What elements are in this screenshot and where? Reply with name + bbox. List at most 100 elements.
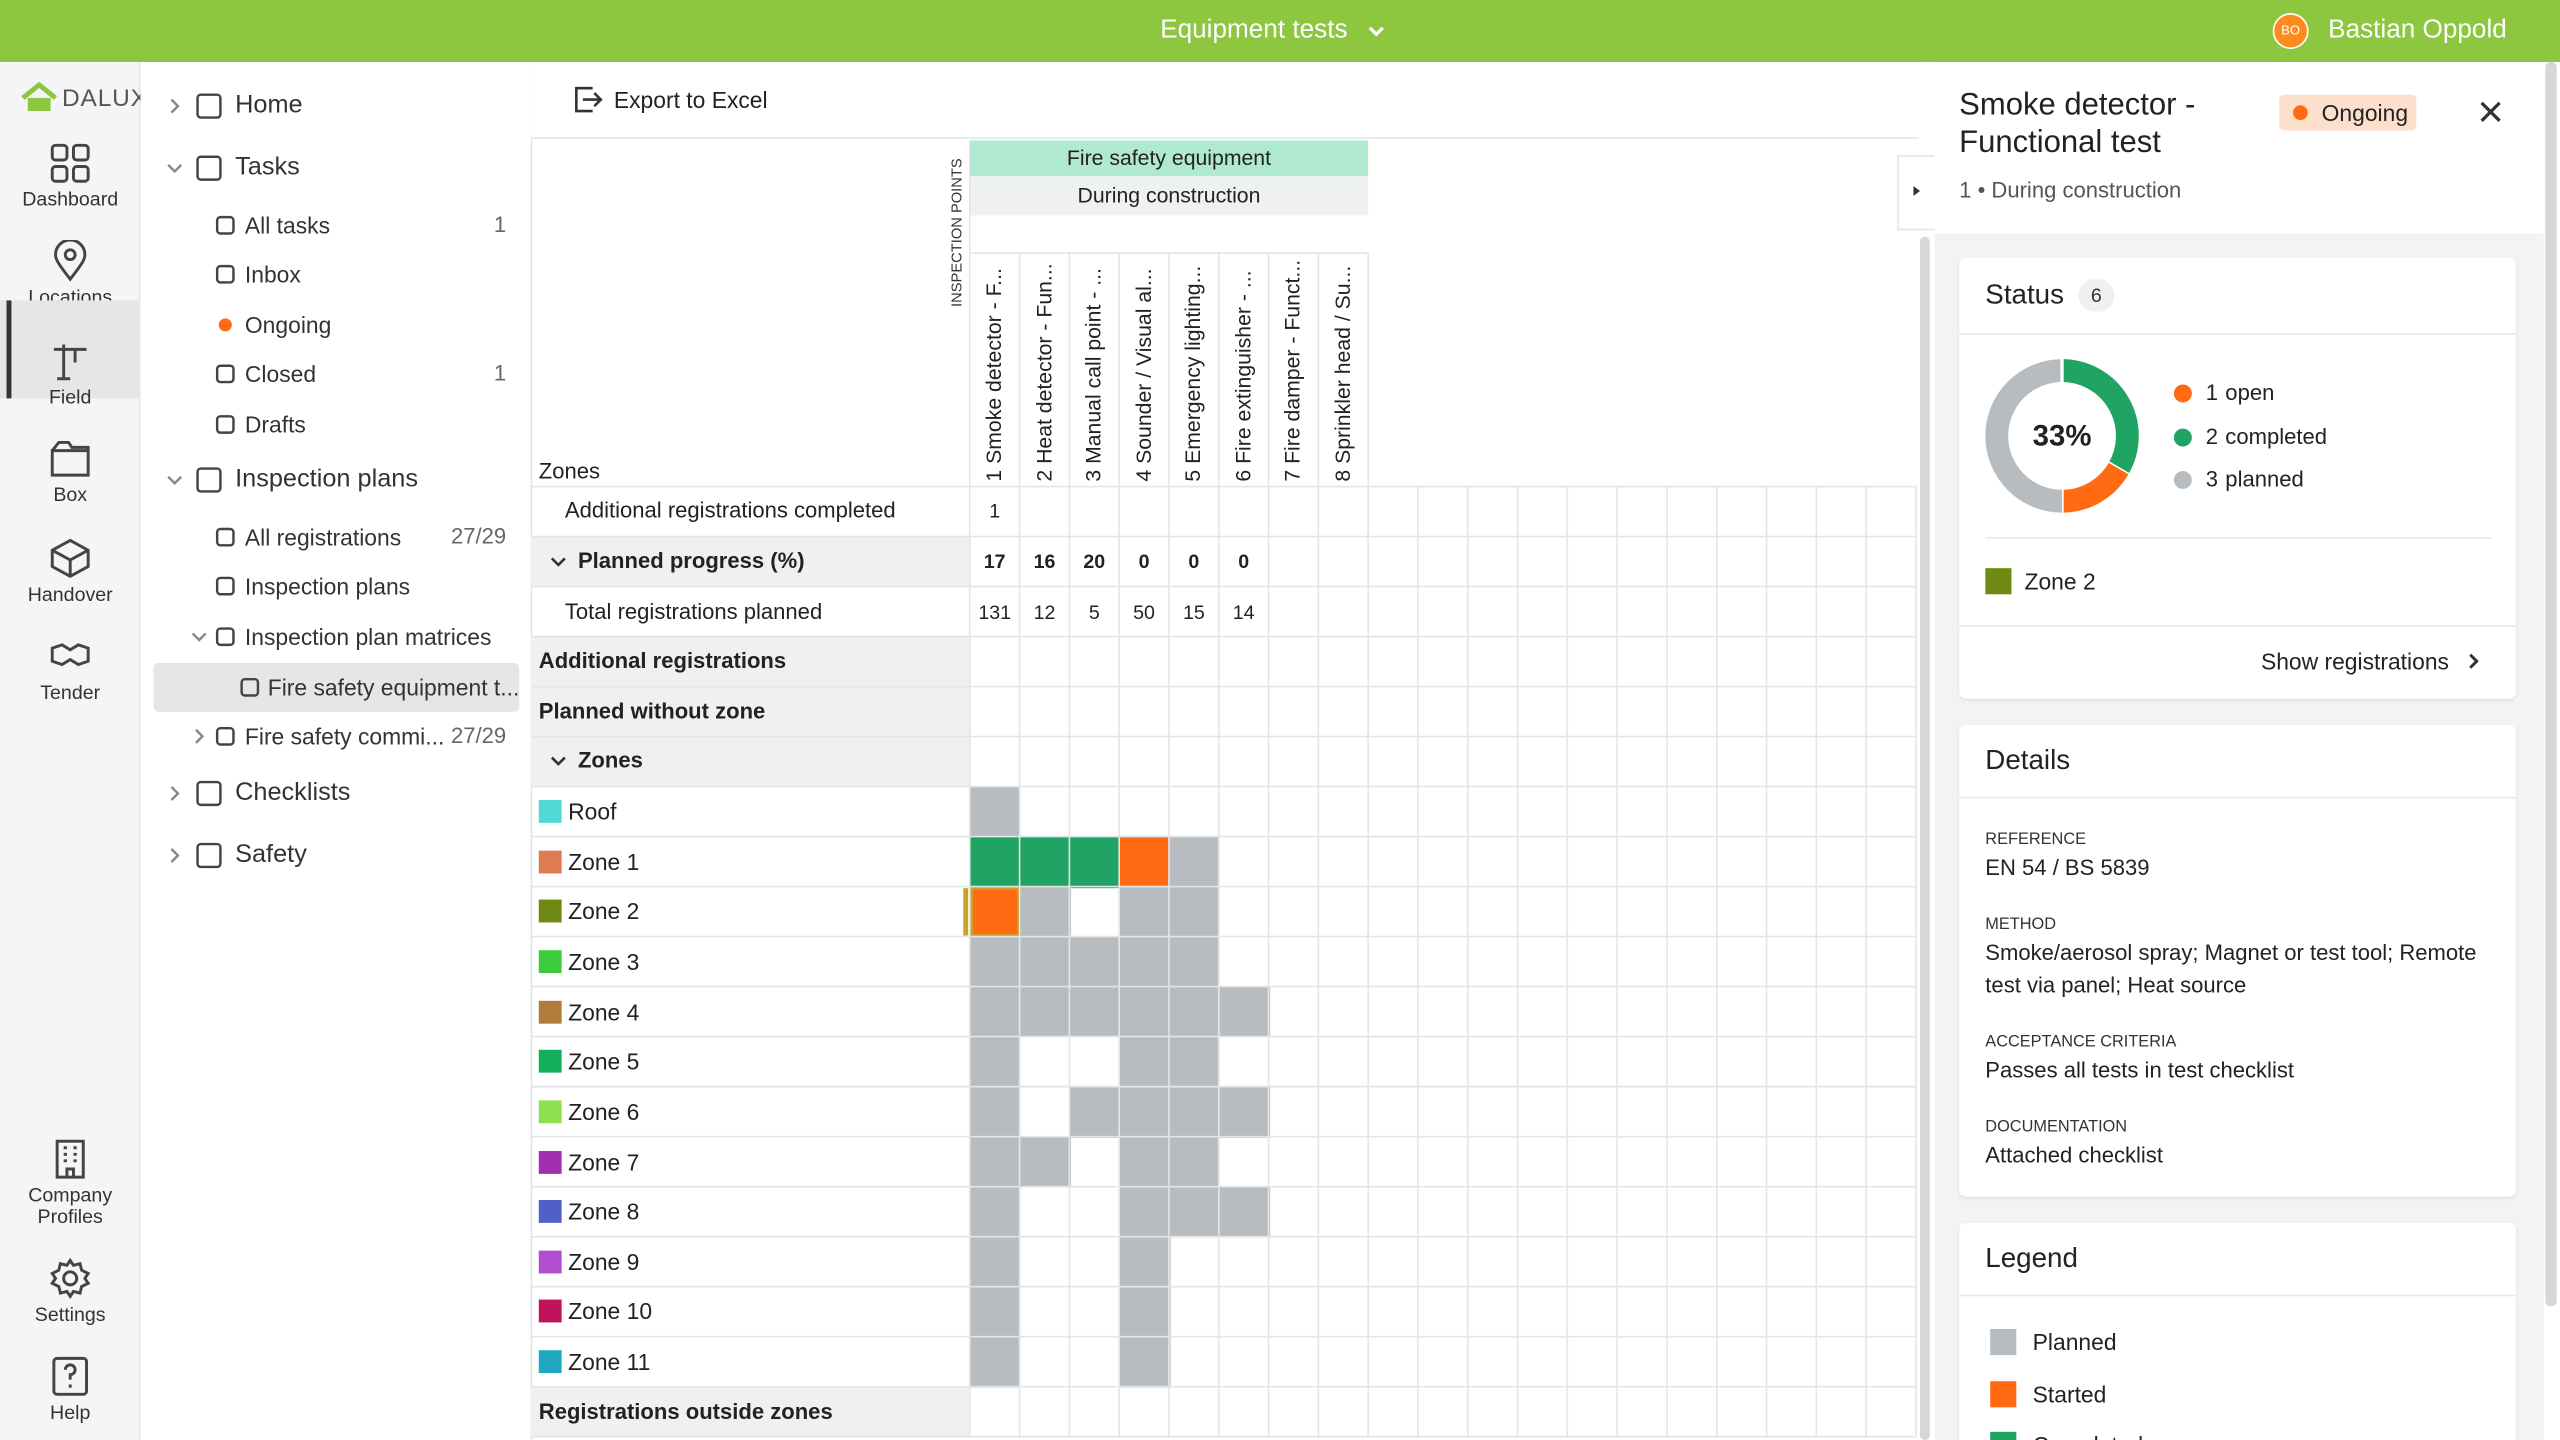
matrix-cell[interactable] bbox=[969, 1236, 1021, 1288]
column-header[interactable]: 7 Fire damper - Funct... bbox=[1280, 259, 1305, 482]
matrix-cell[interactable] bbox=[1168, 836, 1220, 888]
rail-item[interactable]: Help bbox=[50, 1400, 91, 1424]
zone-label[interactable]: Zone 10 bbox=[568, 1298, 653, 1325]
matrix-cell[interactable] bbox=[1218, 1186, 1270, 1238]
rail-item[interactable]: Field bbox=[48, 384, 92, 408]
nav-item[interactable]: All tasks bbox=[244, 212, 330, 239]
nav-item[interactable]: Drafts bbox=[244, 411, 306, 438]
matrix-cell[interactable] bbox=[969, 886, 1021, 938]
nav-icon bbox=[215, 264, 235, 284]
matrix-cell[interactable] bbox=[1069, 836, 1120, 888]
nav-item[interactable]: Closed bbox=[244, 360, 317, 387]
matrix-cell[interactable] bbox=[1218, 1086, 1270, 1138]
matrix-cell[interactable] bbox=[1019, 986, 1071, 1038]
matrix-cell[interactable] bbox=[1119, 1036, 1170, 1088]
matrix-cell[interactable] bbox=[1119, 986, 1170, 1038]
nav-item[interactable]: Inbox bbox=[244, 261, 301, 288]
export-button[interactable]: Export to Excel bbox=[613, 86, 768, 113]
matrix-cell[interactable] bbox=[969, 786, 1021, 838]
row-value: 131 bbox=[978, 600, 1012, 623]
column-header[interactable]: 1 Smoke detector - F... bbox=[981, 268, 1006, 482]
donut-segment bbox=[2061, 359, 2139, 475]
row-value: 1 bbox=[989, 500, 1001, 523]
zone-label[interactable]: Zone 6 bbox=[568, 1098, 640, 1125]
matrix-cell[interactable] bbox=[1119, 1236, 1170, 1288]
matrix-cell[interactable] bbox=[1168, 1186, 1220, 1238]
matrix-cell[interactable] bbox=[1168, 1136, 1220, 1188]
matrix-cell[interactable] bbox=[1168, 886, 1220, 938]
rail-icon bbox=[50, 538, 90, 578]
matrix-cell[interactable] bbox=[969, 986, 1021, 1038]
matrix-cell[interactable] bbox=[969, 936, 1021, 988]
matrix-cell[interactable] bbox=[1119, 1286, 1170, 1338]
matrix-cell[interactable] bbox=[969, 836, 1021, 888]
zone-label[interactable]: Zone 9 bbox=[568, 1248, 640, 1275]
matrix-cell[interactable] bbox=[1119, 1086, 1170, 1138]
nav-item[interactable]: Ongoing bbox=[244, 311, 332, 338]
rail-item[interactable]: Handover bbox=[27, 582, 113, 606]
project-switcher[interactable]: Equipment tests bbox=[1160, 16, 1348, 45]
matrix-cell[interactable] bbox=[1069, 1086, 1120, 1138]
matrix-cell[interactable] bbox=[969, 1086, 1021, 1138]
matrix-cell[interactable] bbox=[969, 1136, 1021, 1188]
zone-label[interactable]: Zone 3 bbox=[568, 948, 640, 975]
column-header[interactable]: 6 Fire extinguisher - ... bbox=[1230, 270, 1255, 482]
nav-item[interactable]: Inspection plans bbox=[235, 465, 419, 494]
user-name[interactable]: Bastian Oppold bbox=[2328, 16, 2507, 45]
matrix-cell[interactable] bbox=[1119, 836, 1170, 888]
rail-item[interactable]: Tender bbox=[40, 680, 101, 704]
nav-item[interactable]: Fire safety commi... bbox=[244, 723, 445, 750]
matrix-cell[interactable] bbox=[969, 1036, 1021, 1088]
matrix-cell[interactable] bbox=[1069, 936, 1120, 988]
nav-item[interactable]: Inspection plan matrices bbox=[244, 623, 492, 650]
nav-item[interactable]: Safety bbox=[235, 840, 307, 869]
matrix-cell[interactable] bbox=[1168, 1086, 1220, 1138]
matrix-cell[interactable] bbox=[969, 1286, 1021, 1338]
zone-label[interactable]: Zone 2 bbox=[568, 898, 640, 925]
zone-label[interactable]: Zone 5 bbox=[568, 1048, 640, 1075]
column-header[interactable]: 2 Heat detector - Fun... bbox=[1031, 263, 1056, 482]
matrix-cell[interactable] bbox=[1119, 936, 1170, 988]
top-bar bbox=[0, 0, 2560, 63]
zone-label[interactable]: Zone 11 bbox=[568, 1348, 651, 1375]
column-header[interactable]: 4 Sounder / Visual al... bbox=[1130, 268, 1156, 482]
matrix-cell[interactable] bbox=[1119, 886, 1170, 938]
matrix-cell[interactable] bbox=[1019, 1136, 1071, 1188]
column-header[interactable]: 3 Manual call point - ... bbox=[1080, 268, 1106, 482]
column-header[interactable]: 5 Emergency lighting... bbox=[1180, 265, 1205, 482]
nav-item[interactable]: Checklists bbox=[235, 778, 351, 807]
column-header[interactable]: 8 Sprinkler head / Su... bbox=[1329, 265, 1355, 482]
zone-swatch bbox=[538, 1350, 562, 1374]
zone-label[interactable]: Zone 1 bbox=[568, 848, 640, 875]
rail-item[interactable]: Dashboard bbox=[22, 187, 119, 211]
zone-label[interactable]: Zone 4 bbox=[568, 998, 640, 1025]
matrix-cell[interactable] bbox=[1119, 1136, 1170, 1188]
matrix-cell[interactable] bbox=[1218, 986, 1270, 1038]
matrix-cell[interactable] bbox=[969, 1336, 1021, 1388]
close-button[interactable] bbox=[2478, 100, 2502, 124]
section-label: Additional registrations bbox=[538, 648, 787, 673]
matrix-cell[interactable] bbox=[1019, 836, 1071, 888]
matrix-cell[interactable] bbox=[1119, 1186, 1170, 1238]
show-registrations[interactable]: Show registrations bbox=[2260, 648, 2449, 675]
matrix-cell[interactable] bbox=[1168, 986, 1220, 1038]
nav-item[interactable]: Fire safety equipment t... bbox=[267, 674, 520, 701]
avatar[interactable]: BO bbox=[2272, 13, 2309, 49]
matrix-cell[interactable] bbox=[1069, 986, 1120, 1038]
matrix-cell[interactable] bbox=[1019, 886, 1071, 938]
nav-item[interactable]: Inspection plans bbox=[244, 573, 411, 600]
zone-label[interactable]: Zone 8 bbox=[568, 1198, 640, 1225]
matrix-cell[interactable] bbox=[969, 1186, 1021, 1238]
zone-label[interactable]: Zone 7 bbox=[568, 1148, 640, 1175]
matrix-cell[interactable] bbox=[1168, 1036, 1220, 1088]
nav-item[interactable]: Tasks bbox=[235, 153, 300, 182]
rail-item[interactable]: Company Profiles bbox=[28, 1183, 113, 1228]
nav-item[interactable]: Home bbox=[235, 91, 303, 120]
rail-item[interactable]: Box bbox=[53, 483, 88, 507]
zone-label[interactable]: Roof bbox=[568, 798, 617, 825]
matrix-cell[interactable] bbox=[1019, 936, 1071, 988]
nav-item[interactable]: All registrations bbox=[244, 524, 402, 551]
matrix-cell[interactable] bbox=[1119, 1336, 1170, 1388]
rail-item[interactable]: Settings bbox=[34, 1302, 106, 1326]
matrix-cell[interactable] bbox=[1168, 936, 1220, 988]
